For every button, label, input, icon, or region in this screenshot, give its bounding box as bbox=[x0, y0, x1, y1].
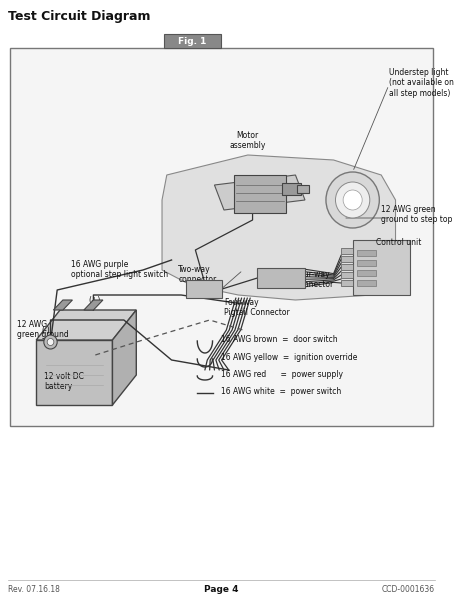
Polygon shape bbox=[53, 300, 72, 310]
Polygon shape bbox=[162, 155, 394, 300]
Polygon shape bbox=[214, 175, 304, 210]
Bar bbox=[282, 183, 300, 195]
Circle shape bbox=[342, 190, 362, 210]
Bar bbox=[10, 48, 432, 426]
Bar bbox=[357, 270, 375, 276]
Bar bbox=[297, 185, 308, 193]
FancyBboxPatch shape bbox=[352, 240, 409, 295]
Polygon shape bbox=[112, 310, 136, 405]
Text: Two-way
connector: Two-way connector bbox=[178, 265, 216, 284]
Text: (-): (-) bbox=[41, 325, 50, 335]
Text: 16 AWG brown  =  door switch: 16 AWG brown = door switch bbox=[221, 335, 337, 344]
Text: Page 4: Page 4 bbox=[203, 586, 238, 595]
FancyBboxPatch shape bbox=[186, 280, 222, 298]
Text: Rev. 07.16.18: Rev. 07.16.18 bbox=[7, 586, 59, 595]
Polygon shape bbox=[36, 340, 112, 405]
Text: 12 volt DC
battery: 12 volt DC battery bbox=[44, 372, 83, 391]
Bar bbox=[340, 248, 352, 254]
Circle shape bbox=[47, 338, 54, 346]
Bar bbox=[340, 280, 352, 286]
Text: Control unit: Control unit bbox=[375, 238, 421, 247]
Text: Fig. 1: Fig. 1 bbox=[178, 37, 206, 46]
Text: 16 AWG yellow  =  ignition override: 16 AWG yellow = ignition override bbox=[221, 353, 357, 362]
Bar bbox=[340, 256, 352, 262]
Text: 16 AWG white  =  power switch: 16 AWG white = power switch bbox=[221, 387, 341, 396]
Polygon shape bbox=[84, 300, 103, 310]
Bar bbox=[340, 264, 352, 270]
Text: Motor
assembly: Motor assembly bbox=[229, 131, 265, 150]
Text: 16 AWG purple
optional step light switch: 16 AWG purple optional step light switch bbox=[71, 260, 168, 280]
FancyBboxPatch shape bbox=[163, 34, 221, 48]
Circle shape bbox=[325, 172, 379, 228]
FancyBboxPatch shape bbox=[233, 175, 285, 213]
Text: Understep light
(not available on
all step models): Understep light (not available on all st… bbox=[388, 68, 453, 98]
Text: Test Circuit Diagram: Test Circuit Diagram bbox=[7, 10, 150, 23]
Text: CCD-0001636: CCD-0001636 bbox=[381, 586, 434, 595]
Circle shape bbox=[335, 182, 369, 218]
Bar bbox=[357, 280, 375, 286]
Text: 12 AWG green
ground to step top: 12 AWG green ground to step top bbox=[381, 205, 451, 224]
Circle shape bbox=[44, 335, 57, 349]
Bar bbox=[357, 260, 375, 266]
FancyBboxPatch shape bbox=[257, 268, 304, 288]
Text: 16 AWG red      =  power supply: 16 AWG red = power supply bbox=[221, 370, 342, 379]
Text: Four-way
connector: Four-way connector bbox=[295, 270, 333, 289]
Bar bbox=[357, 250, 375, 256]
Text: (+): (+) bbox=[88, 296, 101, 305]
Polygon shape bbox=[36, 310, 136, 340]
Bar bbox=[340, 272, 352, 278]
Text: 12 AWG
green ground: 12 AWG green ground bbox=[17, 320, 69, 340]
Text: Four-way
Pigtail Connector: Four-way Pigtail Connector bbox=[224, 298, 289, 317]
